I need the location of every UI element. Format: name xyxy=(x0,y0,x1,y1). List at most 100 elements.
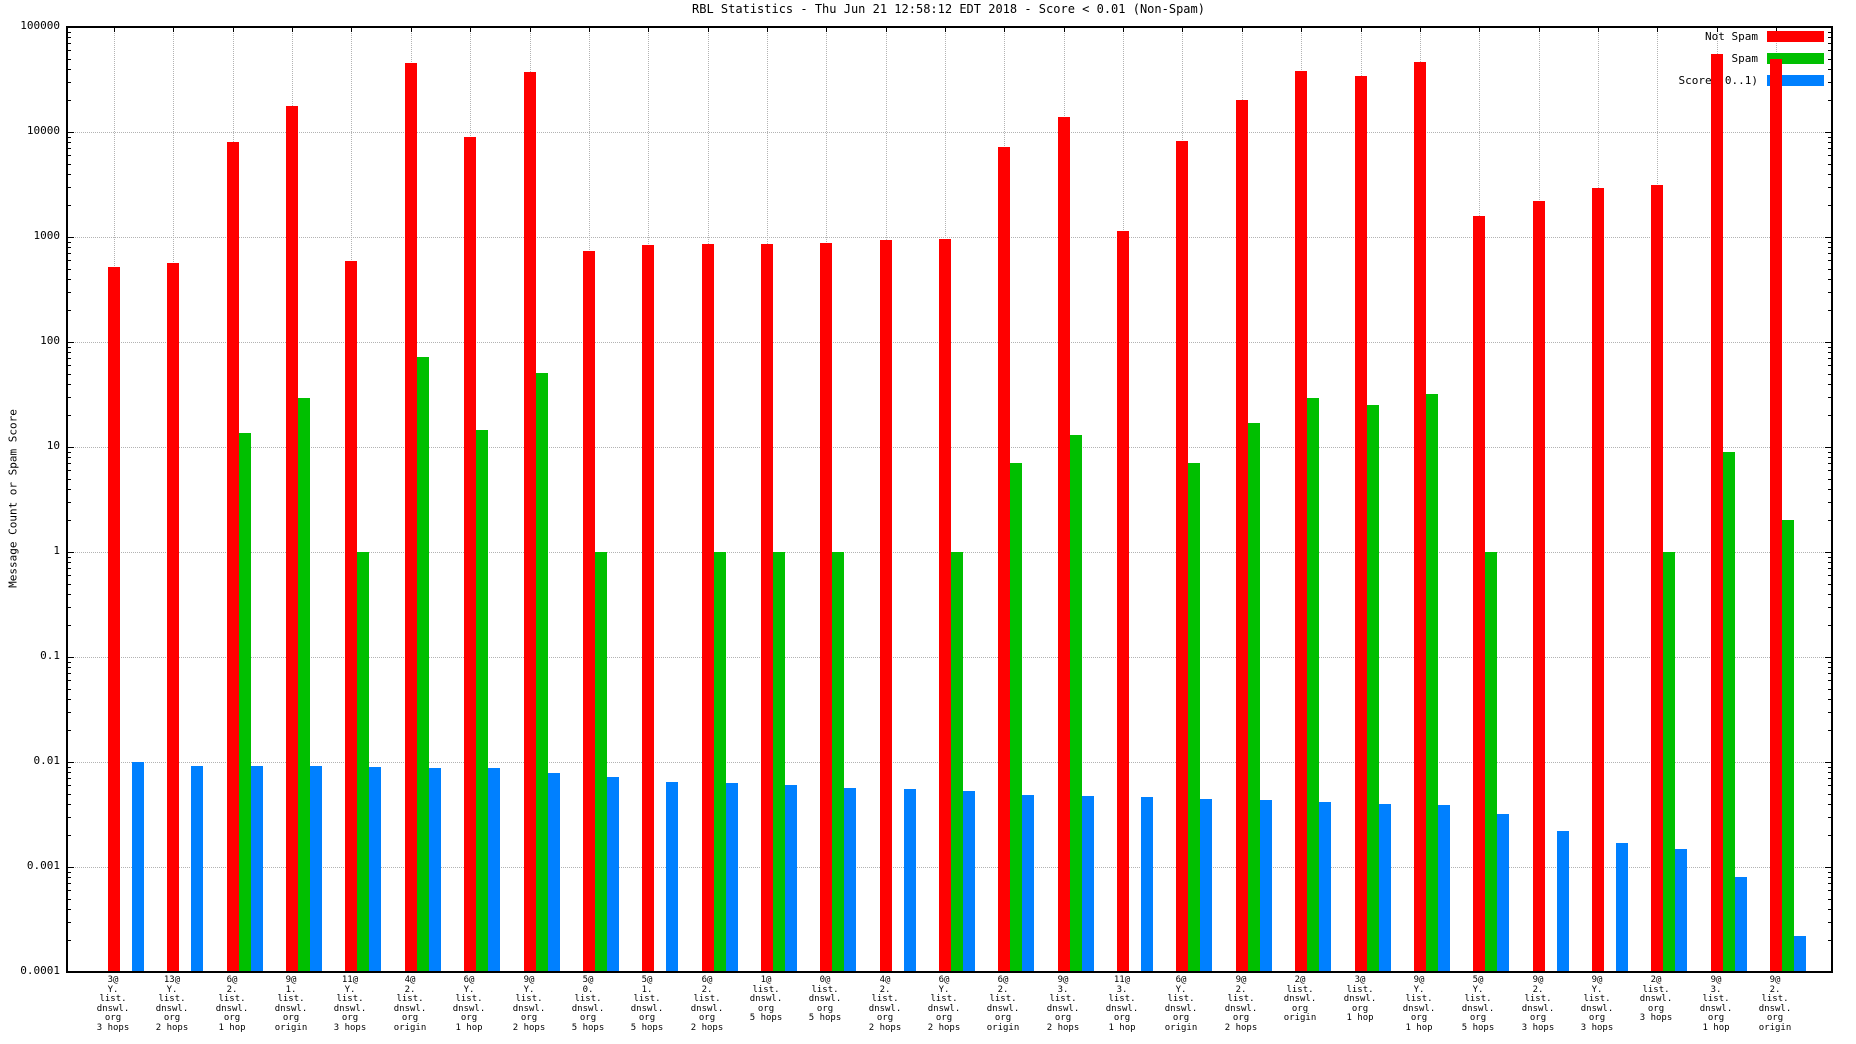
y-minor-tick xyxy=(67,205,71,206)
bar-score-0-1 xyxy=(1735,877,1747,972)
bar-not-spam xyxy=(345,261,357,972)
y-minor-tick xyxy=(1828,365,1832,366)
y-tick-label: 0.1 xyxy=(40,649,60,662)
bar-not-spam xyxy=(642,245,654,972)
x-tick xyxy=(1361,27,1362,32)
x-tick xyxy=(826,27,827,32)
x-tick-label: 3@ list. dnswl. org 1 hop xyxy=(1343,975,1377,1023)
y-major-tick xyxy=(67,132,74,133)
y-minor-tick xyxy=(67,148,71,149)
y-tick-label: 0.01 xyxy=(33,754,61,767)
y-minor-tick xyxy=(1828,673,1832,674)
y-minor-tick xyxy=(1828,835,1832,836)
y-minor-tick xyxy=(67,712,71,713)
bar-not-spam xyxy=(1355,76,1367,972)
y-minor-tick xyxy=(67,785,71,786)
x-tick xyxy=(589,27,590,32)
bar-not-spam xyxy=(939,239,951,972)
bar-spam xyxy=(951,552,963,972)
y-minor-tick xyxy=(1828,470,1832,471)
y-minor-tick xyxy=(67,415,71,416)
y-minor-tick xyxy=(67,247,71,248)
y-minor-tick xyxy=(67,470,71,471)
y-minor-tick xyxy=(67,37,71,38)
y-major-tick xyxy=(67,342,74,343)
bar-spam xyxy=(1188,463,1200,972)
y-minor-tick xyxy=(1828,479,1832,480)
bar-spam xyxy=(714,552,726,972)
legend-row: Score (0..1) xyxy=(1679,73,1824,88)
h-gridline xyxy=(67,132,1832,133)
bar-not-spam xyxy=(1117,231,1129,972)
legend-swatch xyxy=(1767,31,1824,42)
y-minor-tick xyxy=(1828,310,1832,311)
y-minor-tick xyxy=(1828,347,1832,348)
bar-not-spam xyxy=(464,137,476,972)
y-minor-tick xyxy=(67,584,71,585)
y-major-tick xyxy=(1825,971,1832,972)
x-tick-label: 5@ 1. list. dnswl. org 5 hops xyxy=(630,975,664,1033)
y-minor-tick xyxy=(1828,43,1832,44)
y-minor-tick xyxy=(1828,253,1832,254)
bar-score-0-1 xyxy=(1141,797,1153,972)
x-tick xyxy=(530,27,531,32)
x-tick xyxy=(648,27,649,32)
x-tick-label: 4@ 2. list. dnswl. org origin xyxy=(393,975,427,1033)
y-minor-tick xyxy=(67,82,71,83)
x-tick xyxy=(945,27,946,32)
y-major-tick xyxy=(1825,867,1832,868)
y-axis-label: Message Count or Spam Score xyxy=(6,409,20,588)
legend-label-not-spam: Not Spam xyxy=(1705,30,1758,43)
x-tick-label: 2@ list. dnswl. org origin xyxy=(1283,975,1317,1023)
bar-spam xyxy=(1010,463,1022,972)
y-major-tick xyxy=(1825,342,1832,343)
y-minor-tick xyxy=(1828,607,1832,608)
y-minor-tick xyxy=(1828,137,1832,138)
x-tick xyxy=(1776,27,1777,32)
x-tick-label: 9@ 2. list. dnswl. org origin xyxy=(1758,975,1792,1033)
y-tick-label: 0.001 xyxy=(26,859,60,872)
y-major-tick xyxy=(67,237,74,238)
bar-score-0-1 xyxy=(132,762,144,972)
y-minor-tick xyxy=(1828,712,1832,713)
y-minor-tick xyxy=(1828,397,1832,398)
bar-score-0-1 xyxy=(429,768,441,972)
legend-label-spam: Spam xyxy=(1731,52,1759,65)
bar-not-spam xyxy=(702,244,714,972)
bar-not-spam xyxy=(286,106,298,972)
y-minor-tick xyxy=(1828,260,1832,261)
y-minor-tick xyxy=(67,557,71,558)
x-tick xyxy=(233,27,234,32)
x-tick xyxy=(1717,27,1718,32)
bar-not-spam xyxy=(1651,185,1663,972)
x-tick xyxy=(292,27,293,32)
y-minor-tick xyxy=(1828,699,1832,700)
x-tick-label: 5@ 0. list. dnswl. org 5 hops xyxy=(571,975,605,1033)
bar-not-spam xyxy=(1414,62,1426,972)
bar-score-0-1 xyxy=(1082,796,1094,972)
y-minor-tick xyxy=(67,899,71,900)
y-minor-tick xyxy=(67,940,71,941)
bar-spam xyxy=(832,552,844,972)
y-minor-tick xyxy=(67,594,71,595)
y-minor-tick xyxy=(1828,794,1832,795)
bar-not-spam xyxy=(108,267,120,972)
bar-score-0-1 xyxy=(1319,802,1331,972)
y-minor-tick xyxy=(1828,37,1832,38)
x-tick-label: 3@ Y. list. dnswl. org 3 hops xyxy=(96,975,130,1033)
y-minor-tick xyxy=(1828,877,1832,878)
bar-spam xyxy=(298,398,310,972)
bar-not-spam xyxy=(227,142,239,972)
y-minor-tick xyxy=(67,164,71,165)
y-minor-tick xyxy=(1828,909,1832,910)
x-tick-label: 0@ list. dnswl. org 5 hops xyxy=(808,975,842,1023)
y-minor-tick xyxy=(1828,562,1832,563)
x-tick-label: 9@ 3. list. dnswl. org 1 hop xyxy=(1699,975,1733,1033)
bar-spam xyxy=(1426,394,1438,972)
y-minor-tick xyxy=(67,794,71,795)
bar-not-spam xyxy=(1592,188,1604,972)
bar-score-0-1 xyxy=(1379,804,1391,972)
bar-score-0-1 xyxy=(1557,831,1569,972)
bar-spam xyxy=(595,552,607,972)
legend: Not Spam Spam Score (0..1) xyxy=(1679,29,1824,95)
